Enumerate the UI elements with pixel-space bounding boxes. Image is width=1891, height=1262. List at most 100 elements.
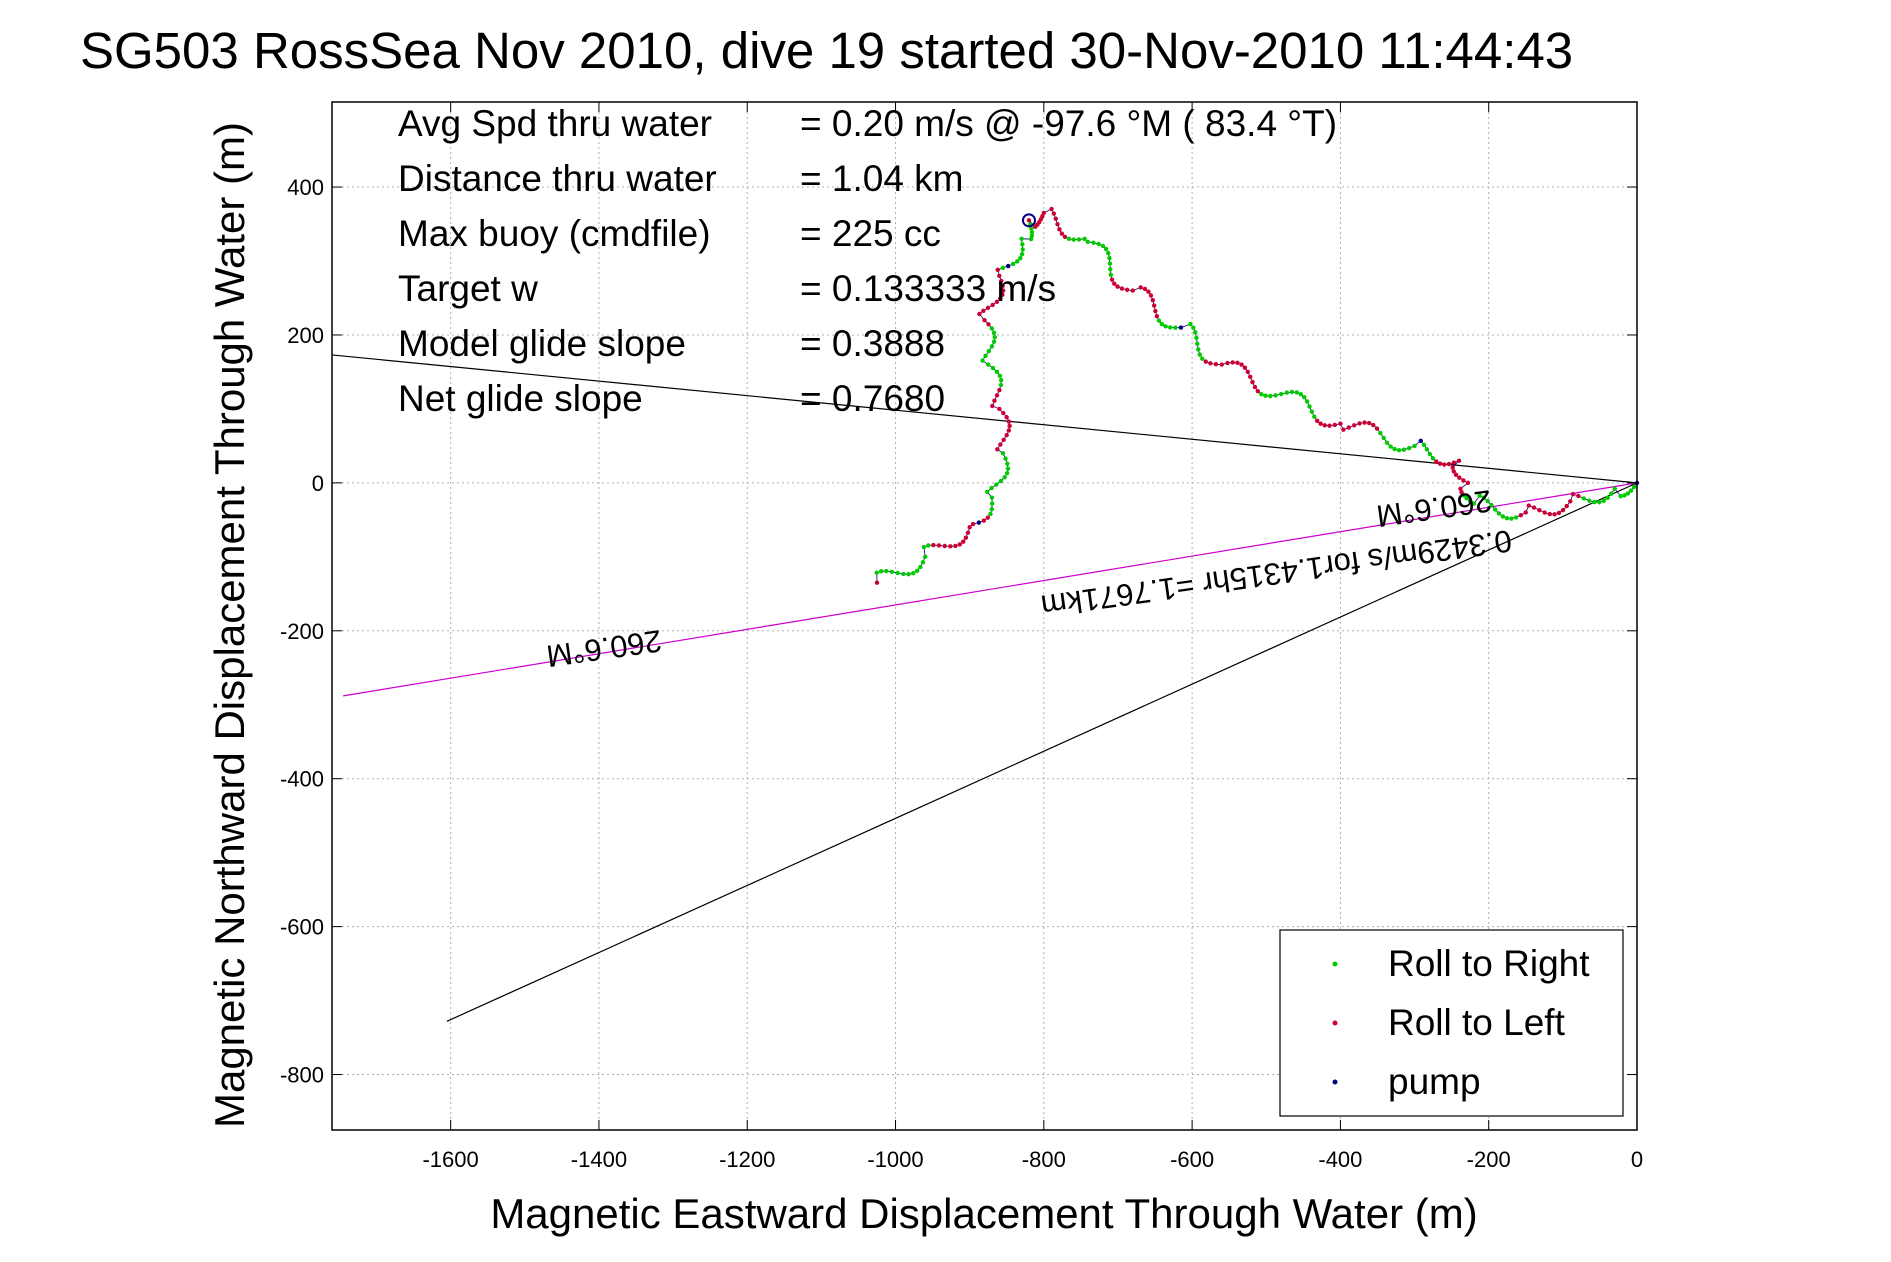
- track-point: [1427, 451, 1433, 457]
- track-point: [1071, 237, 1076, 242]
- legend-label: Roll to Right: [1388, 943, 1590, 984]
- track-point: [1518, 513, 1524, 518]
- track-point: [1154, 313, 1160, 319]
- track-point: [1556, 510, 1562, 516]
- track-point: [998, 382, 1004, 388]
- tick-marks: [332, 102, 1638, 1130]
- track-point: [1576, 493, 1581, 499]
- track-point: [1057, 227, 1062, 232]
- track-point: [1268, 393, 1273, 399]
- track-point: [1242, 365, 1248, 370]
- y-tick-label: -200: [280, 619, 324, 644]
- track-point: [1178, 325, 1184, 330]
- track-point: [983, 353, 988, 359]
- track-point: [1193, 330, 1198, 335]
- track-point: [998, 478, 1004, 484]
- track-point: [1018, 255, 1023, 261]
- track-point: [1322, 423, 1327, 428]
- track-point: [1424, 447, 1430, 452]
- track-point: [1001, 410, 1006, 416]
- track-point: [1138, 285, 1143, 290]
- track-point: [1542, 510, 1547, 515]
- info-label: Target w: [398, 268, 538, 309]
- track-point: [1547, 511, 1553, 517]
- track-point: [989, 495, 995, 500]
- pump-loop: [1021, 213, 1036, 228]
- track-point: [1006, 428, 1012, 433]
- track-point: [981, 308, 986, 314]
- track-point: [1461, 493, 1466, 498]
- track-point: [1219, 362, 1224, 367]
- info-label: Max buoy (cmdfile): [398, 213, 711, 254]
- info-value: = 0.3888: [800, 323, 945, 364]
- track-point: [1033, 224, 1038, 229]
- track-point: [1327, 423, 1332, 428]
- track-point: [961, 539, 966, 544]
- track-point: [1560, 507, 1566, 513]
- track-point: [1239, 362, 1244, 367]
- info-value: = 0.20 m/s @ -97.6 °M ( 83.4 °T): [800, 103, 1337, 144]
- track-point: [1225, 360, 1230, 366]
- track-point: [981, 518, 987, 523]
- track-point: [992, 334, 997, 340]
- track-point: [1203, 359, 1209, 364]
- track-point: [997, 373, 1003, 378]
- track-point: [1146, 289, 1151, 294]
- track-point: [1019, 236, 1024, 242]
- track-point: [1461, 478, 1466, 483]
- track-point: [1006, 419, 1012, 424]
- track-point: [931, 542, 936, 548]
- track-point: [999, 278, 1004, 284]
- track-point: [980, 358, 985, 363]
- track-point: [1609, 491, 1614, 496]
- track-point: [1366, 420, 1372, 426]
- track-point: [1005, 461, 1010, 467]
- track-point: [1108, 272, 1114, 277]
- track-point: [1112, 281, 1117, 286]
- track-point: [1055, 221, 1060, 227]
- track-point: [1235, 360, 1240, 366]
- track-point: [1421, 442, 1427, 447]
- track-point: [1537, 507, 1542, 513]
- legend-marker: [1332, 1020, 1338, 1026]
- track-point: [1213, 362, 1219, 367]
- track-point: [1208, 361, 1213, 366]
- track-point: [1151, 303, 1157, 308]
- info-label: Avg Spd thru water: [398, 103, 712, 144]
- track-point: [1362, 420, 1367, 425]
- track-point: [1156, 318, 1162, 323]
- track-point: [1163, 324, 1168, 329]
- track-point: [1194, 335, 1199, 341]
- track-point: [1392, 446, 1397, 452]
- track-point: [1456, 458, 1462, 463]
- track-point: [1526, 503, 1531, 508]
- track-point: [1437, 461, 1443, 466]
- track-point: [1477, 493, 1482, 498]
- track-point: [1622, 493, 1627, 498]
- track-point: [1453, 472, 1459, 477]
- track-point: [985, 305, 991, 311]
- track-point: [1124, 287, 1130, 292]
- track-point: [1307, 404, 1312, 409]
- track-point: [1568, 499, 1573, 504]
- track-point: [1552, 512, 1557, 517]
- track-point: [1309, 409, 1315, 414]
- track-point: [1302, 395, 1307, 400]
- track-point: [884, 568, 889, 574]
- track-point: [989, 485, 994, 491]
- track-point: [1597, 500, 1602, 505]
- reference-lines: [331, 354, 1638, 1022]
- track-point: [982, 317, 987, 323]
- track-point: [994, 299, 1000, 305]
- track-point: [1150, 297, 1155, 303]
- y-axis-title: Magnetic Northward Displacement Through …: [206, 122, 253, 1128]
- track-point: [1019, 252, 1025, 257]
- track-point: [989, 344, 995, 349]
- track-point: [1076, 237, 1082, 242]
- track-point: [1513, 515, 1519, 520]
- track-point: [1467, 498, 1473, 504]
- track-point: [1346, 425, 1351, 430]
- legend-marker: [1332, 961, 1338, 967]
- info-value: = 0.7680: [800, 378, 945, 419]
- track-point: [1601, 498, 1606, 504]
